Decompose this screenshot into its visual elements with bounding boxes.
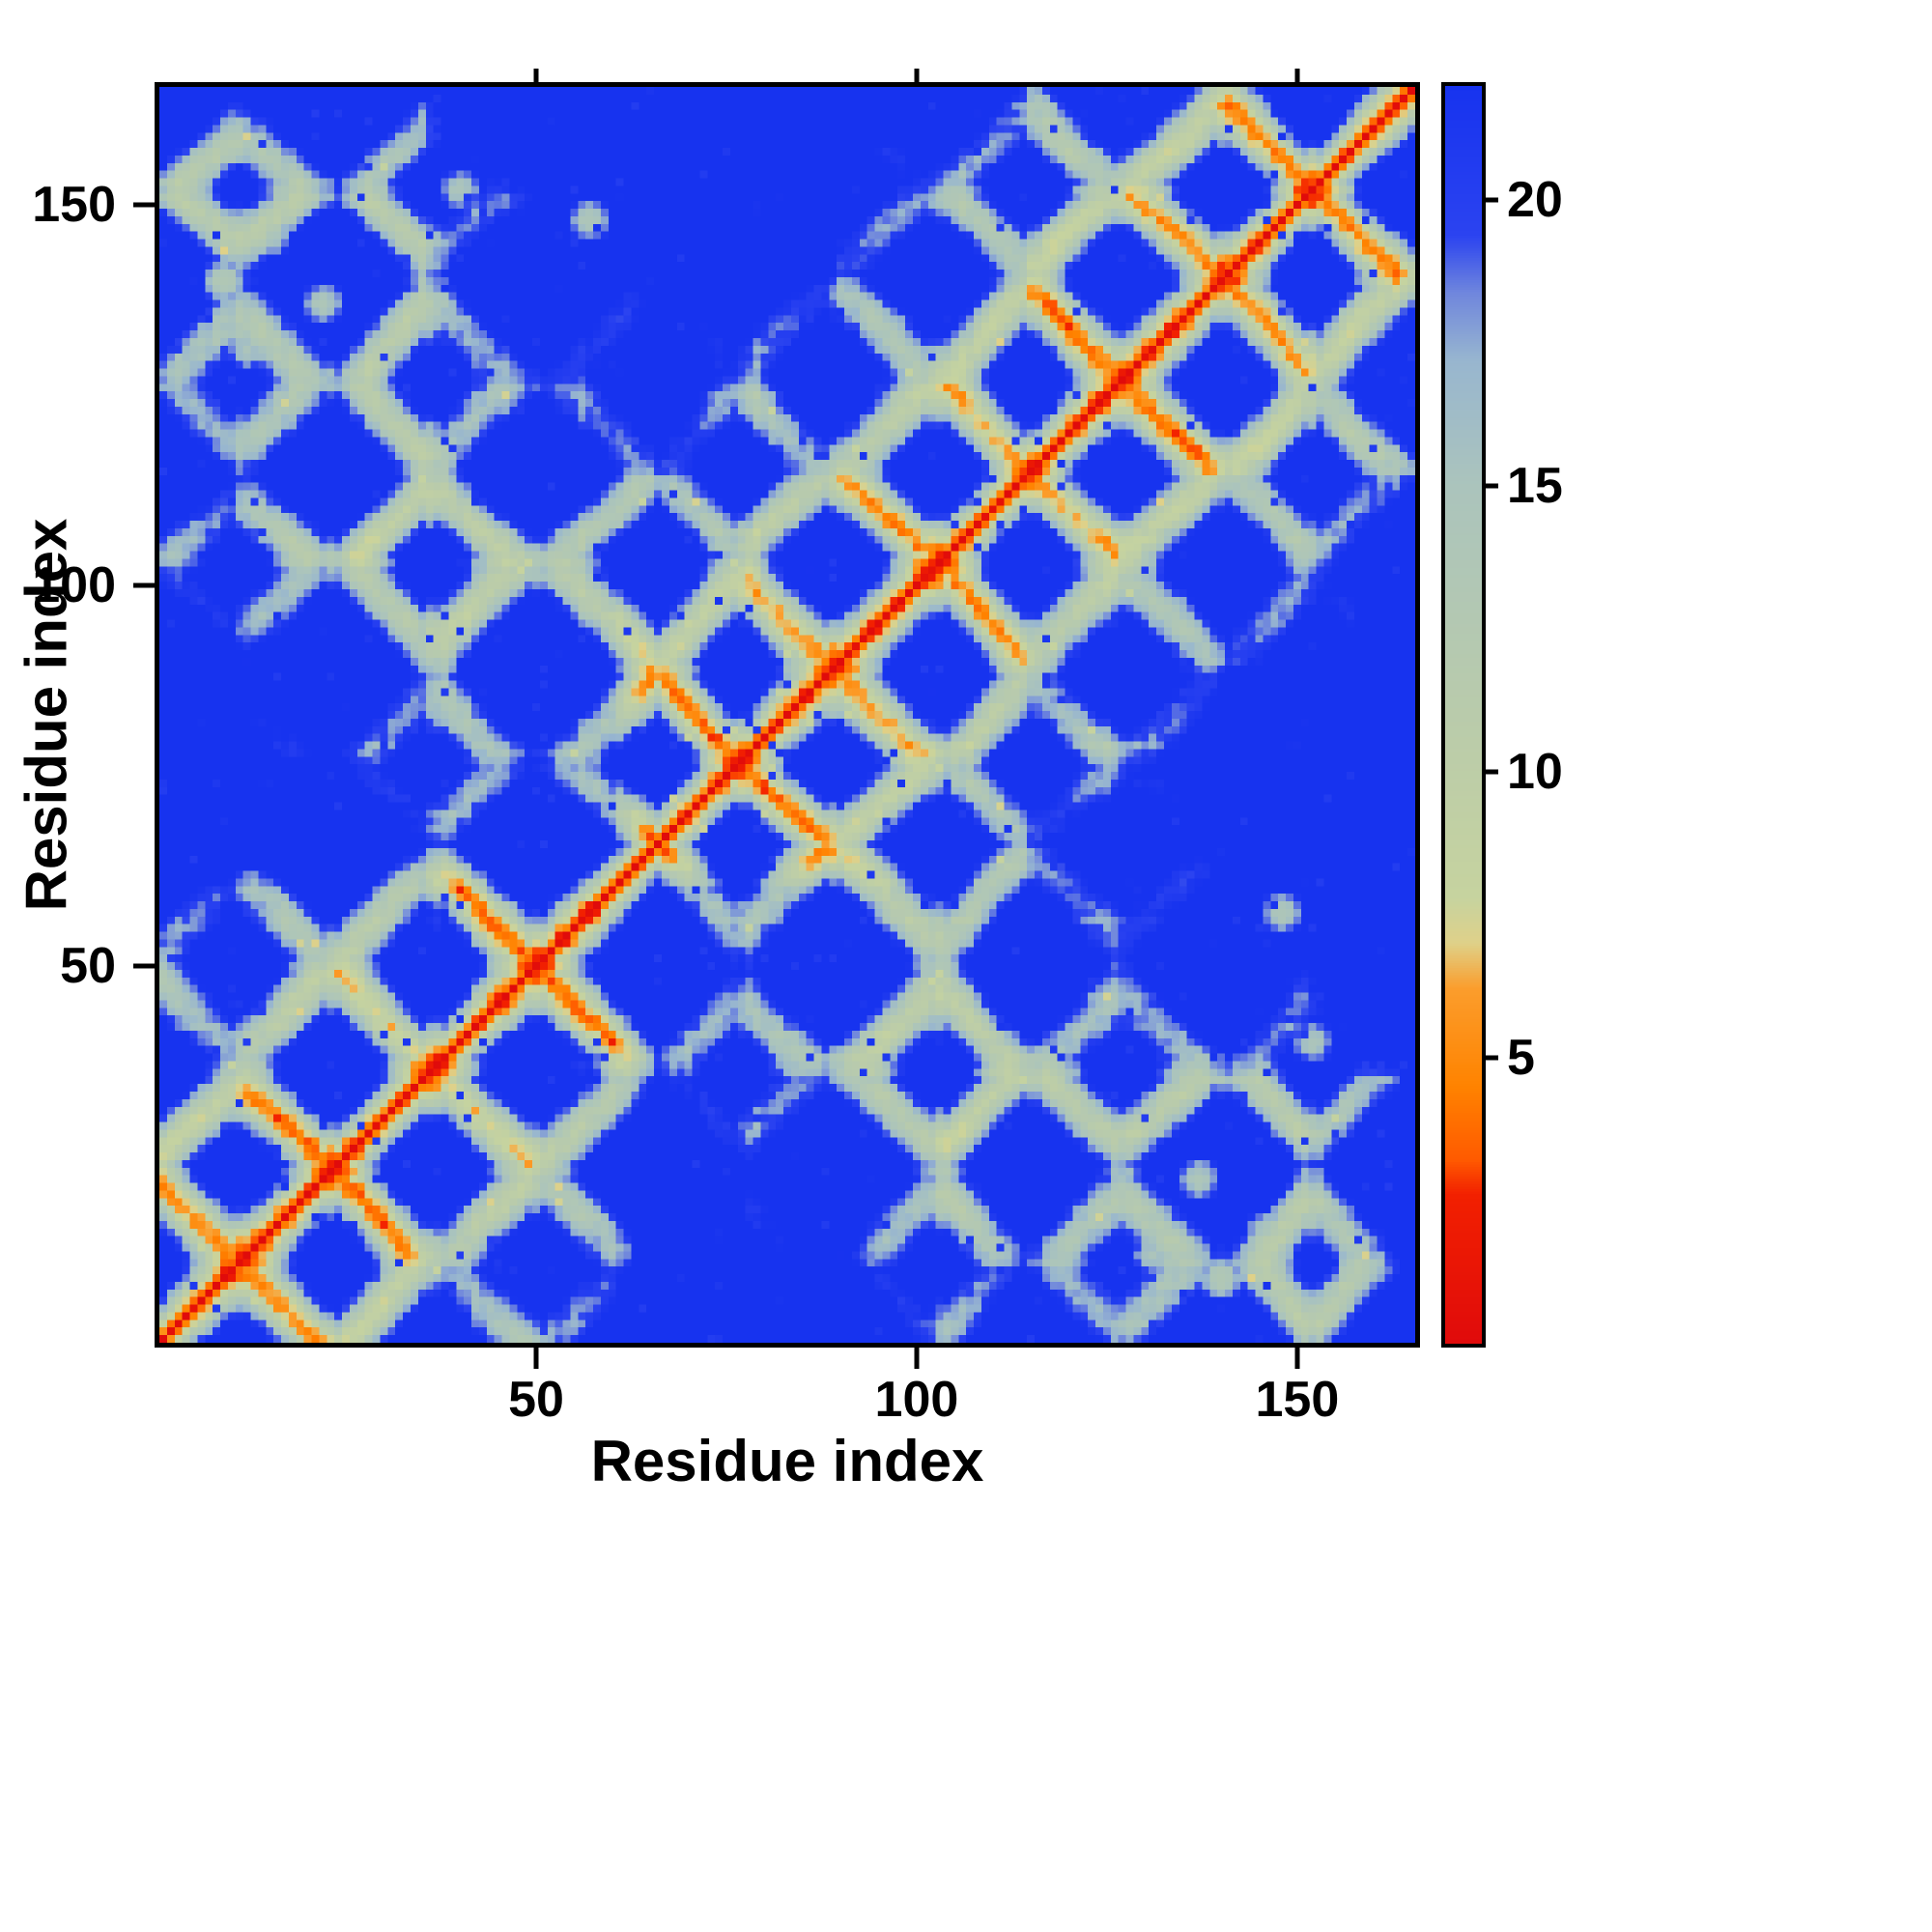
- x-axis-tick-labels: 50 100 150: [159, 1348, 1415, 1435]
- heatmap-plot-area: [133, 69, 1420, 1369]
- x-tick-mark-top: [914, 69, 920, 82]
- x-tick-mark-top: [533, 69, 539, 82]
- colorbar: [1441, 82, 1498, 1348]
- x-tick-mark-top: [1294, 69, 1300, 82]
- colorbar-gradient-canvas: [1445, 86, 1482, 1344]
- colorbar-tick-label: 15: [1507, 458, 1563, 515]
- colorbar-tick-label: 5: [1507, 1030, 1535, 1087]
- y-tick-mark: [133, 963, 155, 969]
- y-tick-mark: [133, 202, 155, 208]
- colorbar-tick-labels: 5 10 15 20: [1486, 86, 1621, 1344]
- x-axis-label: Residue index: [590, 1429, 984, 1493]
- x-tick-label: 150: [1255, 1372, 1340, 1428]
- colorbar-tick-label: 10: [1507, 744, 1563, 801]
- x-tick-label: 50: [508, 1372, 564, 1428]
- colorbar-tick-label: 20: [1507, 172, 1563, 229]
- y-tick-label: 100: [32, 557, 116, 614]
- y-tick-label: 150: [32, 177, 116, 234]
- y-axis-tick-labels: 50 100 150: [0, 87, 124, 1343]
- y-tick-label: 50: [60, 938, 116, 994]
- x-tick-label: 100: [874, 1372, 959, 1428]
- y-tick-mark: [133, 582, 155, 588]
- heatmap-canvas: [159, 87, 1415, 1343]
